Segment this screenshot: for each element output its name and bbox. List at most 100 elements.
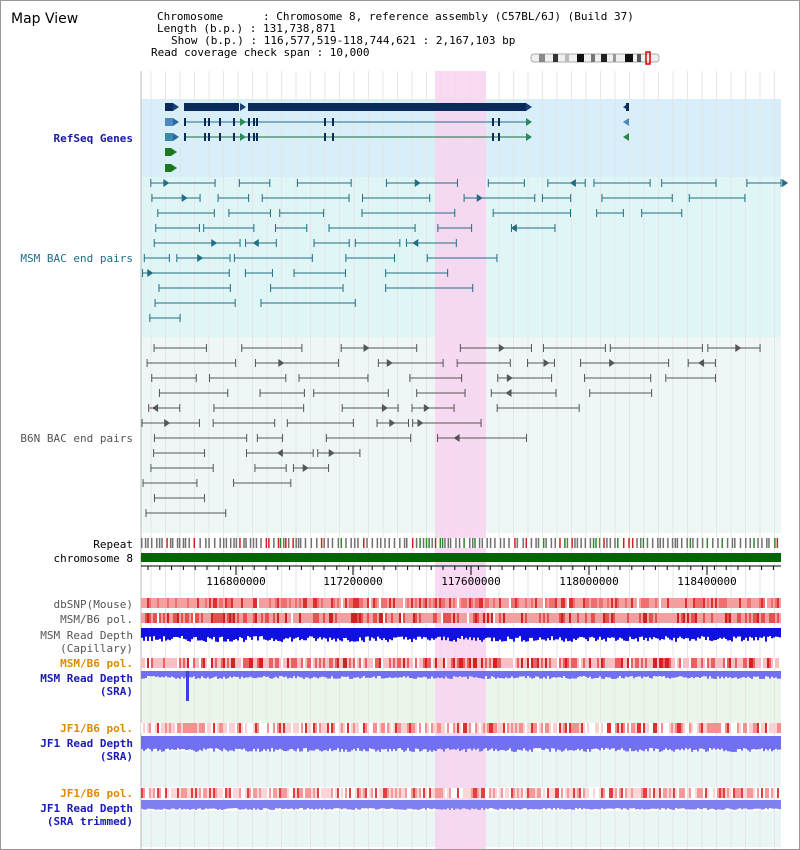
jf1-b6-pol-cell [755, 723, 757, 733]
msm-sra-depth-bar [159, 671, 161, 678]
track-label-dbsnp[interactable]: dbSNP(Mouse) [53, 598, 133, 611]
msm-b6-pol-sra-cell [247, 658, 249, 668]
track-label-refseq[interactable]: RefSeq Genes [53, 132, 133, 145]
jf1-b6-pol-cell [625, 723, 627, 733]
repeat-element [297, 538, 300, 548]
repeat-element [255, 538, 258, 548]
dbsnp-cell [143, 598, 145, 608]
jf1-b6-pol2-cell [643, 788, 645, 798]
dbsnp-cell [153, 598, 155, 608]
jf1-b6-pol2-cell [347, 788, 349, 798]
b6n-bac-pair-marker [543, 359, 550, 367]
chromosome-ideogram[interactable] [529, 51, 664, 65]
jf1-b6-pol2-cell [741, 788, 743, 798]
msm-sra-depth-bar [395, 671, 397, 678]
repeat-element [580, 538, 582, 548]
msm-sra-depth-bar [357, 671, 359, 678]
track-label-msm-bac[interactable]: MSM BAC end pairs [20, 252, 133, 265]
jf1-b6-pol2-cell [169, 788, 171, 798]
jf1-sra-depth-bar [763, 736, 765, 752]
msm-b6-pol-sra-cell [517, 658, 519, 668]
msm-sra-depth-bar [293, 671, 295, 677]
track-label-b6n-bac[interactable]: B6N BAC end pairs [20, 432, 133, 445]
jf1-sra-depth-bar [247, 736, 249, 752]
jf1-b6-pol2-cell [431, 788, 433, 798]
msm-b6-pol-cell [659, 613, 661, 623]
msm-b6-pol-cell [217, 613, 219, 623]
jf1-trimmed-depth-bar [755, 800, 757, 809]
track-label-msm-depth-capillary[interactable]: MSM Read Depth (Capillary) [40, 629, 133, 655]
jf1-sra-depth-bar [489, 736, 491, 750]
msm-b6-pol-cell [773, 613, 775, 623]
jf1-b6-pol-cell [505, 723, 507, 733]
jf1-sra-depth-bar [439, 736, 441, 749]
jf1-b6-pol2-cell [567, 788, 569, 798]
axis-tick-label: 117200000 [323, 575, 383, 588]
msm-b6-pol-cell [485, 613, 487, 623]
jf1-b6-pol2-cell [141, 788, 143, 798]
jf1-trimmed-depth-bar [189, 800, 191, 810]
msm-b6-pol-cell [427, 613, 429, 623]
msm-sra-depth-bar [421, 671, 423, 678]
msm-b6-pol-cell [529, 613, 531, 623]
jf1-b6-pol2-cell [155, 788, 157, 798]
exon [219, 118, 221, 126]
msm-capillary-depth-bar [215, 628, 217, 642]
dbsnp-cell [695, 598, 697, 608]
jf1-b6-pol-cell [453, 723, 455, 733]
msm-capillary-depth-bar [341, 628, 343, 642]
msm-capillary-depth-bar [161, 628, 163, 642]
msm-b6-pol-sra-cell [501, 658, 503, 668]
msm-b6-pol-sra-cell [769, 658, 771, 668]
track-label-repeat[interactable]: Repeat [93, 538, 133, 551]
msm-capillary-depth-bar [479, 628, 481, 640]
msm-capillary-depth-bar [587, 628, 589, 642]
jf1-trimmed-depth-bar [647, 800, 649, 810]
dbsnp-cell [305, 598, 307, 608]
msm-capillary-depth-bar [523, 628, 525, 641]
track-label-jf1-depth-sra[interactable]: JF1 Read Depth (SRA) [40, 737, 133, 763]
msm-b6-pol-sra-cell [743, 658, 745, 668]
ideogram-band [565, 54, 569, 62]
jf1-trimmed-depth-bar [721, 800, 723, 810]
repeat-element [243, 538, 245, 548]
jf1-b6-pol2-cell [735, 788, 737, 798]
track-label-msm-b6-pol[interactable]: MSM/B6 pol. [60, 613, 133, 626]
track-label-jf1-b6-pol-2[interactable]: JF1/B6 pol. [60, 787, 133, 800]
jf1-sra-depth-bar [501, 736, 503, 750]
msm-sra-depth-bar [267, 671, 269, 677]
jf1-b6-pol-cell [249, 723, 251, 733]
msm-capillary-depth-bar [543, 628, 545, 640]
track-label-msm-b6-pol-sra[interactable]: MSM/B6 pol. [60, 657, 133, 670]
msm-capillary-depth-bar [367, 628, 369, 637]
msm-b6-pol-sra-cell [409, 658, 411, 668]
repeat-element [717, 538, 719, 548]
jf1-b6-pol-cell [563, 723, 565, 733]
track-label-msm-depth-sra[interactable]: MSM Read Depth (SRA) [40, 672, 133, 698]
msm-b6-pol-cell [169, 613, 171, 623]
jf1-trimmed-depth-bar [403, 800, 405, 810]
jf1-b6-pol-cell [459, 723, 461, 733]
jf1-b6-pol-cell [429, 723, 431, 733]
jf1-b6-pol2-cell [181, 788, 183, 798]
msm-sra-depth-bar [465, 671, 467, 677]
msm-b6-pol-sra-cell [185, 658, 187, 668]
jf1-trimmed-depth-bar [479, 800, 481, 810]
msm-b6-pol-cell [345, 613, 347, 623]
jf1-b6-pol2-cell [247, 788, 249, 798]
jf1-sra-depth-bar [213, 736, 215, 752]
msm-b6-pol-cell [549, 613, 551, 623]
track-label-jf1-b6-pol[interactable]: JF1/B6 pol. [60, 722, 133, 735]
track-label-chromosome[interactable]: chromosome 8 [53, 552, 133, 565]
jf1-trimmed-depth-bar [569, 800, 571, 810]
track-label-jf1-depth-trimmed[interactable]: JF1 Read Depth (SRA trimmed) [40, 802, 133, 828]
jf1-b6-pol2-cell [739, 788, 741, 798]
msm-capillary-depth-bar [653, 628, 655, 638]
msm-sra-depth-bar [741, 671, 743, 678]
repeat-element [425, 538, 428, 548]
jf1-b6-pol2-cell [265, 788, 267, 798]
repeat-element [161, 538, 163, 548]
msm-capillary-depth-bar [477, 628, 479, 638]
repeat-element [327, 538, 329, 548]
